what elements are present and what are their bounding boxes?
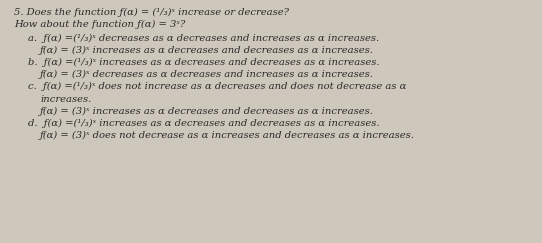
Text: ƒ(α) = (3)ˣ decreases as α decreases and increases as α increases.: ƒ(α) = (3)ˣ decreases as α decreases and…: [40, 70, 374, 79]
Text: b.  ƒ(α) =(¹/₃)ˣ increases as α decreases and decreases as α increases.: b. ƒ(α) =(¹/₃)ˣ increases as α decreases…: [28, 58, 379, 67]
Text: ƒ(α) = (3)ˣ does not decrease as α increases and decreases as α increases.: ƒ(α) = (3)ˣ does not decrease as α incre…: [40, 131, 415, 140]
Text: a.  ƒ(α) =(¹/₃)ˣ decreases as α decreases and increases as α increases.: a. ƒ(α) =(¹/₃)ˣ decreases as α decreases…: [28, 34, 379, 43]
Text: c.  ƒ(α) =(¹/₃)ˣ does not increase as α decreases and does not decrease as α: c. ƒ(α) =(¹/₃)ˣ does not increase as α d…: [28, 82, 406, 91]
Text: increases.: increases.: [40, 95, 91, 104]
Text: ƒ(α) = (3)ˣ increases as α decreases and decreases as α increases.: ƒ(α) = (3)ˣ increases as α decreases and…: [40, 46, 374, 55]
Text: d.  ƒ(α) =(¹/₃)ˣ increases as α decreases and decreases as α increases.: d. ƒ(α) =(¹/₃)ˣ increases as α decreases…: [28, 119, 379, 128]
Text: ƒ(α) = (3)ˣ increases as α decreases and decreases as α increases.: ƒ(α) = (3)ˣ increases as α decreases and…: [40, 107, 374, 116]
Text: How about the function ƒ(α) = 3ˣ?: How about the function ƒ(α) = 3ˣ?: [14, 20, 185, 29]
Text: 5. Does the function ƒ(α) = (¹/₃)ˣ increase or decrease?: 5. Does the function ƒ(α) = (¹/₃)ˣ incre…: [14, 8, 289, 17]
